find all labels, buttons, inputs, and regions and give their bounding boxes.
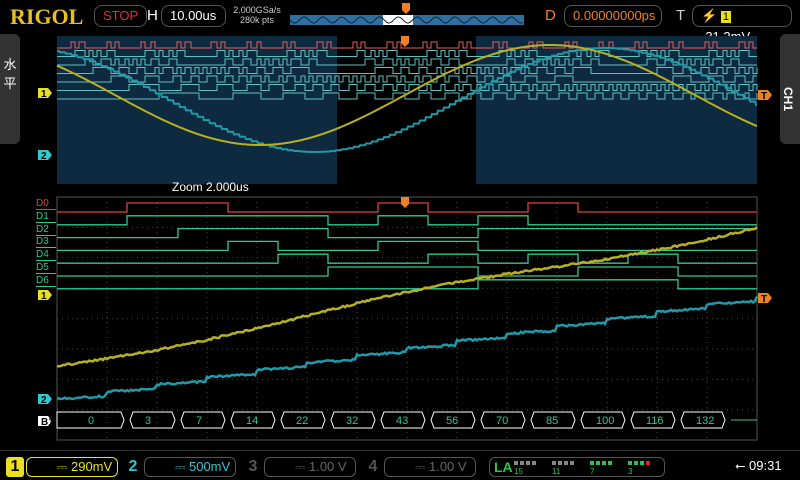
waveform-display: 0 3 7 14 22 32 43 56 70 85 100 116 132 1 2 1 2 B1 T T [0, 0, 800, 450]
la-group: 15 [514, 458, 538, 476]
la-status[interactable]: LA 15 11 7 3 [489, 457, 665, 477]
ch2-overview-marker[interactable]: 2 [38, 150, 52, 162]
digital-label-d2[interactable]: D2 [36, 224, 56, 236]
bus-value: 22 [296, 415, 308, 427]
zoom-region [337, 36, 476, 184]
bus-value: 43 [396, 415, 408, 427]
bus-value: 7 [196, 415, 202, 427]
bus-marker[interactable]: B1 [38, 416, 54, 428]
ch2-level-marker[interactable]: 2 [38, 394, 52, 406]
ch1-level-marker[interactable]: 1 [38, 290, 52, 302]
bus-value: 116 [646, 415, 664, 427]
bus-segment [130, 412, 175, 428]
ch2-scale[interactable]: ⎓ 500mV [144, 457, 236, 477]
ch1-button[interactable]: 1 [6, 457, 24, 477]
digital-label-d5[interactable]: D5 [36, 262, 56, 274]
ch1-trace [57, 227, 757, 366]
ch4-button[interactable]: 4 [364, 457, 382, 477]
la-label: LA [494, 459, 513, 475]
bus-value: 32 [346, 415, 358, 427]
status-area: ⭠ 09:31 [735, 458, 782, 474]
clock: 09:31 [749, 458, 782, 473]
digital-label-d3[interactable]: D3 [36, 236, 56, 248]
zoom-trigger-marker [401, 197, 409, 208]
trigger-overview-marker[interactable]: T [758, 90, 772, 102]
bus-value: 100 [596, 415, 614, 427]
digital-trace-d4 [57, 254, 757, 263]
bus-value: 0 [88, 415, 94, 427]
svg-text:2: 2 [41, 151, 47, 162]
svg-text:B1: B1 [41, 417, 54, 428]
svg-text:2: 2 [41, 395, 47, 406]
usb-icon: ⭠ [735, 458, 745, 473]
trigger-level-marker[interactable]: T [758, 293, 772, 305]
ch1-overview-marker[interactable]: 1 [38, 88, 52, 100]
la-group-label: 3 [628, 467, 632, 476]
svg-text:T: T [761, 91, 767, 102]
channel-status-bar: 1 ⎓ 290mV 2 ⎓ 500mV 3 ⎓ 1.00 V 4 ⎓ 1.00 V [0, 450, 800, 480]
bus-value: 85 [546, 415, 558, 427]
bus-value: 56 [446, 415, 458, 427]
bus-value: 3 [145, 415, 151, 427]
ch4-scale[interactable]: ⎓ 1.00 V [384, 457, 476, 477]
ch1-scale[interactable]: ⎓ 290mV [26, 457, 118, 477]
digital-label-d4[interactable]: D4 [36, 249, 56, 261]
bus-segment [181, 412, 225, 428]
ch2-button[interactable]: 2 [124, 457, 142, 477]
la-group: 7 [590, 458, 614, 476]
digital-trace-d5 [57, 267, 757, 276]
la-group-label: 7 [590, 467, 594, 476]
bus-value: 14 [246, 415, 258, 427]
bus-value: 132 [696, 415, 714, 427]
la-group-label: 11 [552, 467, 560, 476]
la-group: 11 [552, 458, 576, 476]
la-group-label: 15 [514, 467, 523, 476]
bus-value: 70 [496, 415, 508, 427]
svg-text:1: 1 [41, 89, 47, 100]
digital-label-d1[interactable]: D1 [36, 211, 56, 223]
digital-trace-d2 [57, 229, 757, 238]
zoom-label: Zoom 2.000us [172, 180, 249, 194]
digital-label-d0[interactable]: D0 [36, 198, 56, 210]
la-group: 3 [628, 458, 652, 476]
svg-text:1: 1 [41, 291, 47, 302]
svg-text:T: T [761, 294, 767, 305]
ch3-button[interactable]: 3 [244, 457, 262, 477]
digital-label-d6[interactable]: D6 [36, 275, 56, 287]
ch3-scale[interactable]: ⎓ 1.00 V [264, 457, 356, 477]
